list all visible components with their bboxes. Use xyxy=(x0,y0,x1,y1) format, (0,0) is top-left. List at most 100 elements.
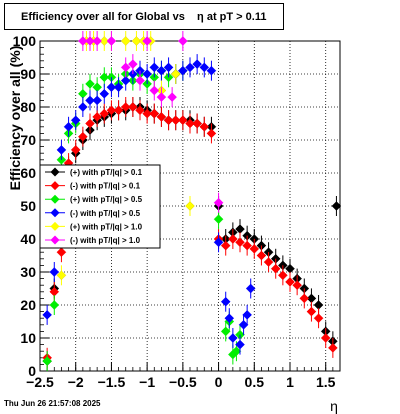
data-point xyxy=(278,270,288,281)
data-point xyxy=(149,85,160,96)
series-layer xyxy=(42,31,342,372)
data-point xyxy=(85,95,95,106)
data-point xyxy=(220,296,231,307)
series-6 xyxy=(78,31,224,213)
legend-marker xyxy=(50,235,60,245)
data-point xyxy=(106,82,117,93)
data-point xyxy=(106,105,117,116)
x-tick-label: −2 xyxy=(68,374,84,390)
data-point xyxy=(120,102,131,112)
chart-title: Efficiency over all for Global vs η at p… xyxy=(21,11,267,23)
y-tick-label: 100 xyxy=(13,33,37,49)
data-point xyxy=(213,237,224,248)
data-point xyxy=(99,88,110,99)
data-point xyxy=(270,263,281,274)
data-point xyxy=(331,201,342,211)
data-point xyxy=(263,257,274,267)
data-point xyxy=(220,240,231,251)
data-point xyxy=(185,62,195,73)
data-point xyxy=(192,59,202,69)
data-point xyxy=(142,69,152,79)
data-point xyxy=(299,293,310,304)
legend-marker xyxy=(50,221,60,231)
data-point xyxy=(238,319,249,330)
legend-label: (+) with pT/|q| > 0.1 xyxy=(70,168,143,177)
data-point xyxy=(242,240,252,251)
data-point xyxy=(42,356,52,366)
data-point xyxy=(206,128,217,139)
data-point xyxy=(213,214,224,225)
y-tick-label: 0 xyxy=(28,363,36,379)
data-point xyxy=(170,115,181,126)
data-point xyxy=(78,131,88,142)
x-tick-label: −2.5 xyxy=(26,374,54,390)
data-point xyxy=(135,105,145,116)
data-point xyxy=(128,102,138,112)
data-point xyxy=(328,343,338,353)
data-point xyxy=(149,62,160,73)
data-point xyxy=(70,145,81,155)
x-tick-label: 1.5 xyxy=(316,374,336,390)
data-point xyxy=(113,82,124,93)
data-point xyxy=(56,247,67,258)
data-point xyxy=(249,244,260,254)
data-point xyxy=(106,36,117,46)
data-point xyxy=(49,267,60,277)
data-point xyxy=(292,280,302,291)
y-tick-label: 70 xyxy=(20,132,36,148)
legend-marker xyxy=(50,194,60,204)
data-point xyxy=(85,79,95,89)
data-point xyxy=(170,69,181,79)
data-point xyxy=(120,75,131,86)
data-point xyxy=(228,333,238,343)
data-point xyxy=(99,108,110,119)
legend-box xyxy=(39,164,161,249)
data-point xyxy=(142,36,152,46)
data-point xyxy=(185,201,195,211)
data-point xyxy=(256,250,267,261)
data-point xyxy=(245,283,256,294)
y-tick-labels: 0 10 20 30 40 50 60 70 80 90 100 xyxy=(13,33,37,379)
data-point xyxy=(235,237,245,248)
data-point xyxy=(92,95,102,106)
data-point xyxy=(85,118,95,129)
data-point xyxy=(199,121,210,132)
data-point xyxy=(213,197,224,208)
y-axis-label: Efficiency over all (%) xyxy=(7,46,23,191)
y-tick-label: 80 xyxy=(20,99,36,115)
data-point xyxy=(313,313,324,324)
legend-label: (-) with pT/|q| > 0.5 xyxy=(70,209,141,218)
data-point xyxy=(185,118,195,129)
data-point xyxy=(78,102,88,112)
data-point xyxy=(128,59,138,69)
data-point xyxy=(178,36,188,46)
legend-label: (-) with pT/|q| > 1.0 xyxy=(70,236,141,245)
data-point xyxy=(192,118,202,129)
data-point xyxy=(320,333,331,343)
x-tick-label: 0 xyxy=(215,374,223,390)
data-point xyxy=(49,300,60,310)
data-point xyxy=(178,115,188,126)
data-point xyxy=(120,62,131,73)
x-tick-label: −1 xyxy=(139,374,155,390)
data-point xyxy=(231,346,242,357)
legend-label: (+) with pT/|q| > 0.5 xyxy=(70,195,143,204)
y-tick-label: 30 xyxy=(20,264,36,280)
data-point xyxy=(99,72,110,83)
data-point xyxy=(142,108,152,119)
data-point xyxy=(99,36,110,46)
data-point xyxy=(206,65,217,76)
data-point xyxy=(70,115,81,126)
data-point xyxy=(56,145,67,155)
legend: (+) with pT/|q| > 0.1 (-) with pT/|q| > 0… xyxy=(39,164,161,249)
x-axis-label: η xyxy=(330,398,338,414)
data-point xyxy=(135,75,145,86)
data-point xyxy=(228,234,238,244)
x-tick-labels: −2.5 −2 −1.5 −1 −0.5 0 0.5 1 1.5 xyxy=(26,374,335,390)
data-point xyxy=(285,277,295,287)
data-point xyxy=(63,121,74,132)
legend-label: (+) with pT/|q| > 1.0 xyxy=(70,222,143,231)
data-point xyxy=(56,270,67,281)
y-tick-label: 40 xyxy=(20,231,36,247)
